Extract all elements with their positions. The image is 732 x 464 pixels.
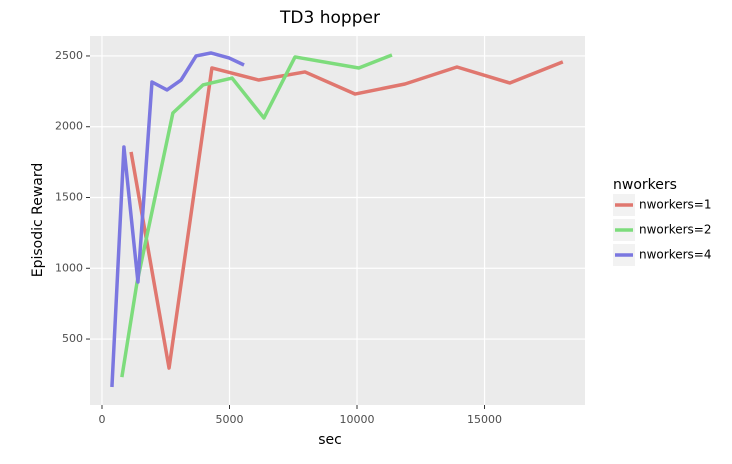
x-tick-label: 15000	[467, 413, 502, 426]
y-tick-label: 500	[62, 332, 83, 345]
y-tick-label: 2000	[55, 120, 83, 133]
x-tick-label: 10000	[340, 413, 375, 426]
legend-label: nworkers=2	[639, 223, 711, 237]
data-line	[129, 60, 564, 370]
legend-title: nworkers	[613, 177, 677, 193]
x-axis-label: sec	[318, 432, 342, 448]
y-tick-label: 2500	[55, 49, 83, 62]
y-axis-label: Episodic Reward	[30, 163, 46, 278]
y-tick-label: 1500	[55, 190, 83, 203]
chart-title: TD3 hopper	[279, 8, 380, 28]
legend-label: nworkers=4	[639, 248, 711, 262]
y-tick-label: 1000	[55, 261, 83, 274]
legend-label: nworkers=1	[639, 198, 711, 212]
x-tick-label: 5000	[215, 413, 243, 426]
data-line	[120, 53, 393, 378]
x-tick-label: 0	[98, 413, 105, 426]
data-line	[110, 51, 245, 388]
